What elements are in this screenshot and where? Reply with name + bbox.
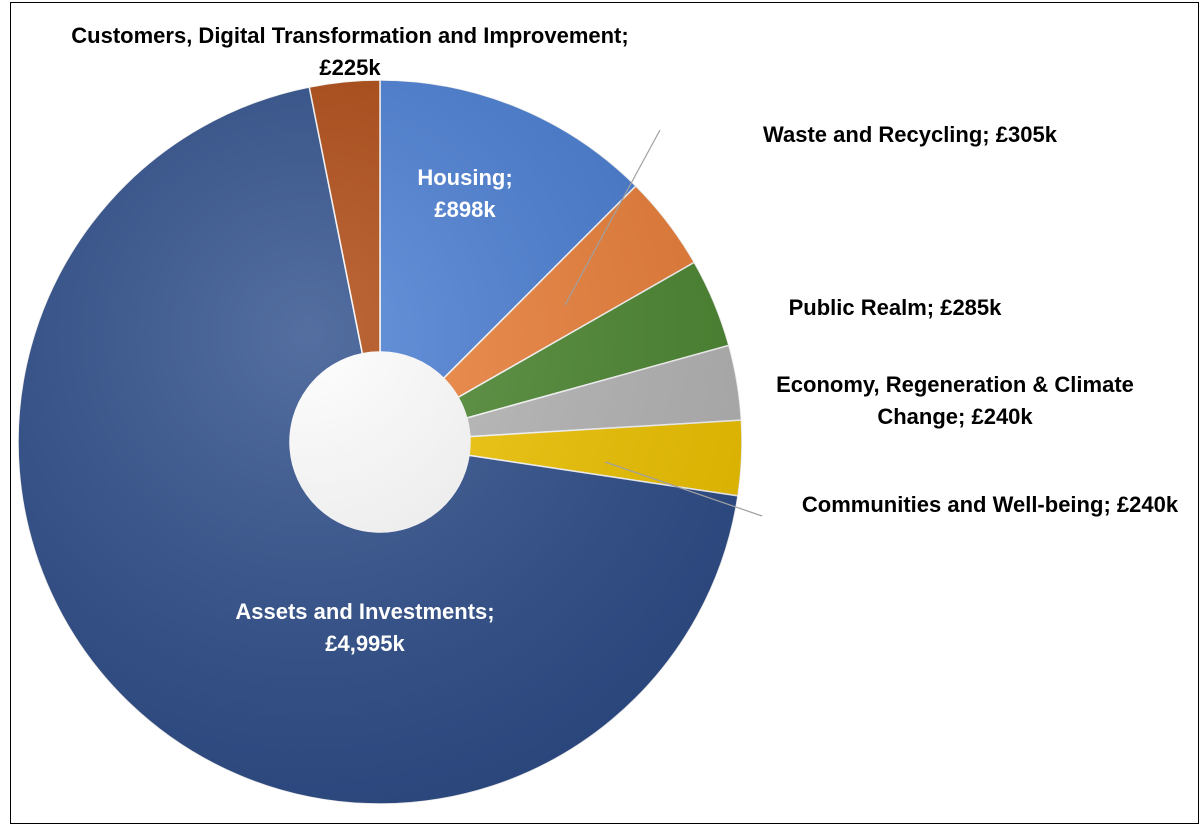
- slices: [17, 79, 743, 805]
- label-part: £898k: [434, 197, 496, 222]
- data-label: Housing; £898k: [395, 162, 535, 226]
- label-part: Customers, Digital Transformation and Im…: [71, 23, 622, 48]
- chart-frame: [10, 2, 1199, 824]
- label-part: ;: [958, 404, 972, 429]
- data-label: Economy, Regeneration & Climate Change; …: [770, 369, 1140, 433]
- leader-line: [564, 129, 661, 306]
- label-part: ;: [487, 599, 495, 624]
- label-part: ;: [982, 122, 996, 147]
- label-part: £305k: [995, 122, 1057, 147]
- label-part: Communities and Well-being: [801, 492, 1104, 517]
- label-part: £285k: [940, 295, 1002, 320]
- label-part: Waste and Recycling: [763, 122, 983, 147]
- label-part: £240k: [1116, 492, 1179, 517]
- label-part: Economy, Regeneration & Climate Change: [776, 372, 1134, 429]
- label-part: ;: [621, 23, 629, 48]
- label-part: Public Realm: [788, 295, 927, 320]
- label-part: Housing: [417, 165, 506, 190]
- data-label: Waste and Recycling; £305k: [700, 119, 1120, 151]
- label-part: ;: [1103, 492, 1117, 517]
- label-part: Assets and Investments: [235, 599, 488, 624]
- label-part: £240k: [971, 404, 1033, 429]
- data-label: Communities and Well-being; £240k: [770, 489, 1203, 521]
- data-label: Customers, Digital Transformation and Im…: [70, 20, 630, 84]
- label-part: £225k: [319, 55, 381, 80]
- label-part: ;: [926, 295, 941, 320]
- leader-line: [604, 461, 763, 517]
- label-part: £4,995k: [325, 631, 405, 656]
- data-label: Assets and Investments; £4,995k: [195, 596, 535, 660]
- data-label: Public Realm; £285k: [740, 292, 1050, 324]
- label-part: ;: [505, 165, 513, 190]
